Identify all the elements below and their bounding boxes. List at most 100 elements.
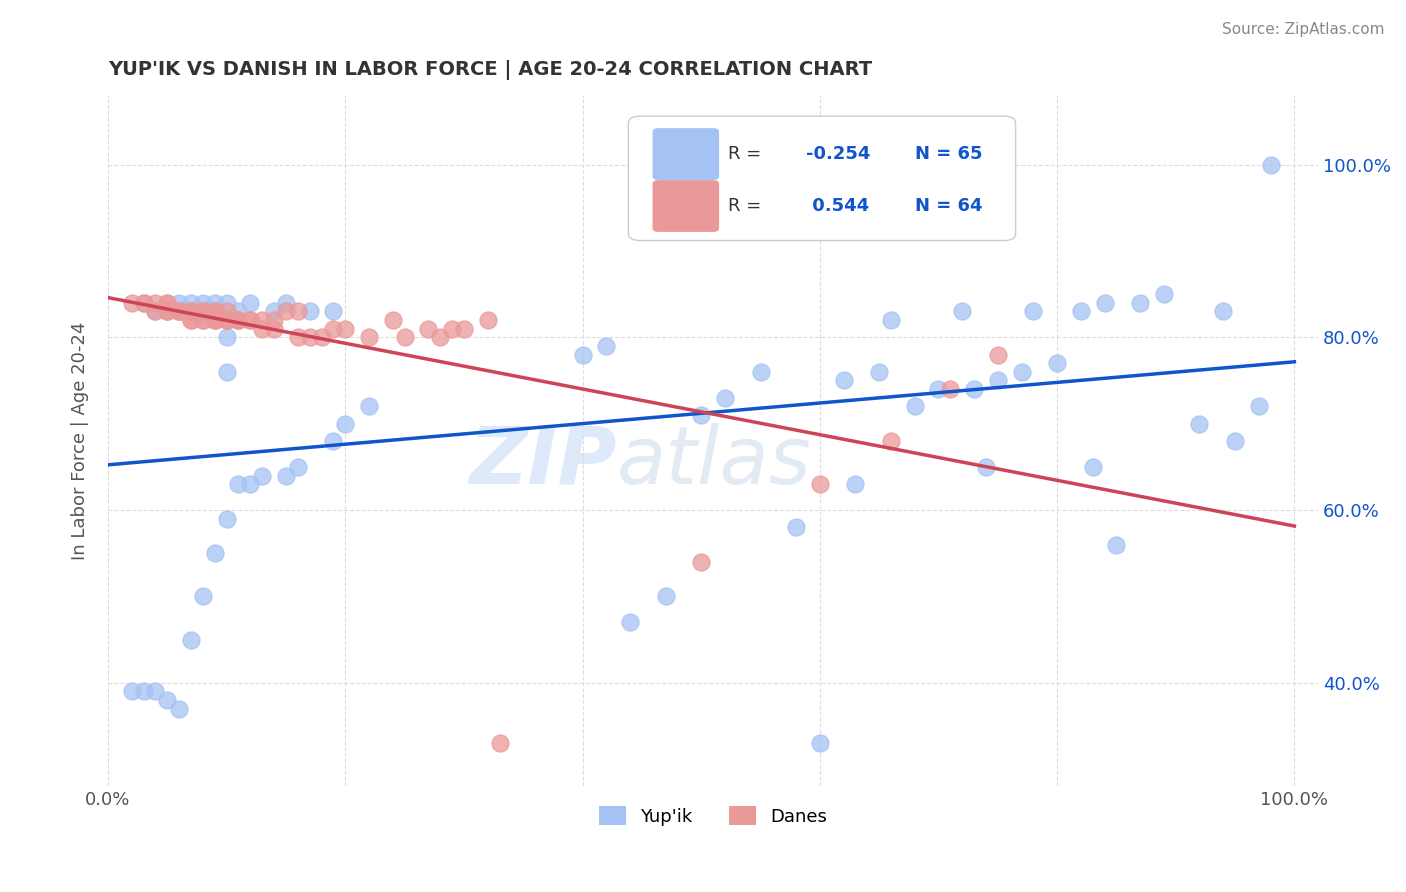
Point	[1081, 459, 1104, 474]
Point	[228, 477, 250, 491]
Point	[381, 313, 404, 327]
Point	[204, 546, 226, 560]
Point	[974, 459, 997, 474]
Point	[156, 693, 179, 707]
Point	[215, 313, 238, 327]
Point	[215, 313, 238, 327]
Point	[167, 702, 190, 716]
Point	[1094, 295, 1116, 310]
Point	[191, 304, 214, 318]
Point	[274, 304, 297, 318]
Point	[322, 304, 344, 318]
Point	[145, 295, 167, 310]
Point	[204, 295, 226, 310]
Point	[180, 313, 202, 327]
Point	[488, 736, 510, 750]
Point	[215, 313, 238, 327]
Point	[156, 304, 179, 318]
Point	[987, 348, 1010, 362]
Point	[156, 295, 179, 310]
Point	[298, 330, 321, 344]
Point	[145, 304, 167, 318]
Point	[228, 313, 250, 327]
Point	[1046, 356, 1069, 370]
Text: 0.544: 0.544	[806, 197, 869, 215]
Point	[1070, 304, 1092, 318]
Point	[191, 304, 214, 318]
Point	[571, 348, 593, 362]
Point	[690, 555, 713, 569]
Text: atlas: atlas	[616, 423, 811, 500]
Point	[1022, 304, 1045, 318]
Point	[204, 313, 226, 327]
Point	[239, 477, 262, 491]
Point	[239, 313, 262, 327]
Point	[298, 304, 321, 318]
Point	[191, 313, 214, 327]
Point	[156, 304, 179, 318]
Point	[418, 321, 440, 335]
Point	[121, 684, 143, 698]
Point	[987, 374, 1010, 388]
Point	[1129, 295, 1152, 310]
Point	[441, 321, 464, 335]
Point	[429, 330, 451, 344]
Point	[191, 590, 214, 604]
Point	[263, 304, 285, 318]
Text: N = 65: N = 65	[915, 145, 983, 163]
FancyBboxPatch shape	[628, 116, 1015, 241]
Point	[180, 313, 202, 327]
Text: YUP'IK VS DANISH IN LABOR FORCE | AGE 20-24 CORRELATION CHART: YUP'IK VS DANISH IN LABOR FORCE | AGE 20…	[108, 60, 872, 79]
Point	[204, 313, 226, 327]
Point	[167, 304, 190, 318]
Point	[1212, 304, 1234, 318]
Point	[950, 304, 973, 318]
Point	[252, 468, 274, 483]
Point	[453, 321, 475, 335]
Text: ZIP: ZIP	[468, 423, 616, 500]
Point	[832, 374, 855, 388]
Point	[215, 365, 238, 379]
Point	[215, 330, 238, 344]
Point	[322, 434, 344, 448]
Point	[215, 304, 238, 318]
Point	[228, 313, 250, 327]
Text: N = 64: N = 64	[915, 197, 983, 215]
Point	[844, 477, 866, 491]
Point	[880, 313, 903, 327]
Text: -0.254: -0.254	[806, 145, 870, 163]
Point	[1153, 287, 1175, 301]
Point	[263, 321, 285, 335]
FancyBboxPatch shape	[652, 128, 718, 180]
Point	[714, 391, 737, 405]
Point	[228, 313, 250, 327]
Point	[215, 295, 238, 310]
Y-axis label: In Labor Force | Age 20-24: In Labor Force | Age 20-24	[72, 322, 89, 560]
Point	[239, 313, 262, 327]
Point	[1223, 434, 1246, 448]
Point	[287, 330, 309, 344]
Point	[357, 400, 380, 414]
Point	[595, 339, 617, 353]
Point	[145, 304, 167, 318]
Point	[1011, 365, 1033, 379]
Text: R =: R =	[727, 145, 766, 163]
Point	[927, 382, 949, 396]
Point	[477, 313, 499, 327]
Point	[963, 382, 986, 396]
Point	[167, 304, 190, 318]
Point	[287, 459, 309, 474]
Point	[654, 590, 676, 604]
Point	[145, 684, 167, 698]
Legend: Yup'ik, Danes: Yup'ik, Danes	[592, 799, 834, 833]
Point	[121, 295, 143, 310]
Point	[808, 477, 831, 491]
Point	[191, 313, 214, 327]
Point	[180, 304, 202, 318]
Point	[191, 304, 214, 318]
Point	[180, 295, 202, 310]
Point	[191, 295, 214, 310]
Point	[132, 684, 155, 698]
Point	[287, 304, 309, 318]
Point	[311, 330, 333, 344]
